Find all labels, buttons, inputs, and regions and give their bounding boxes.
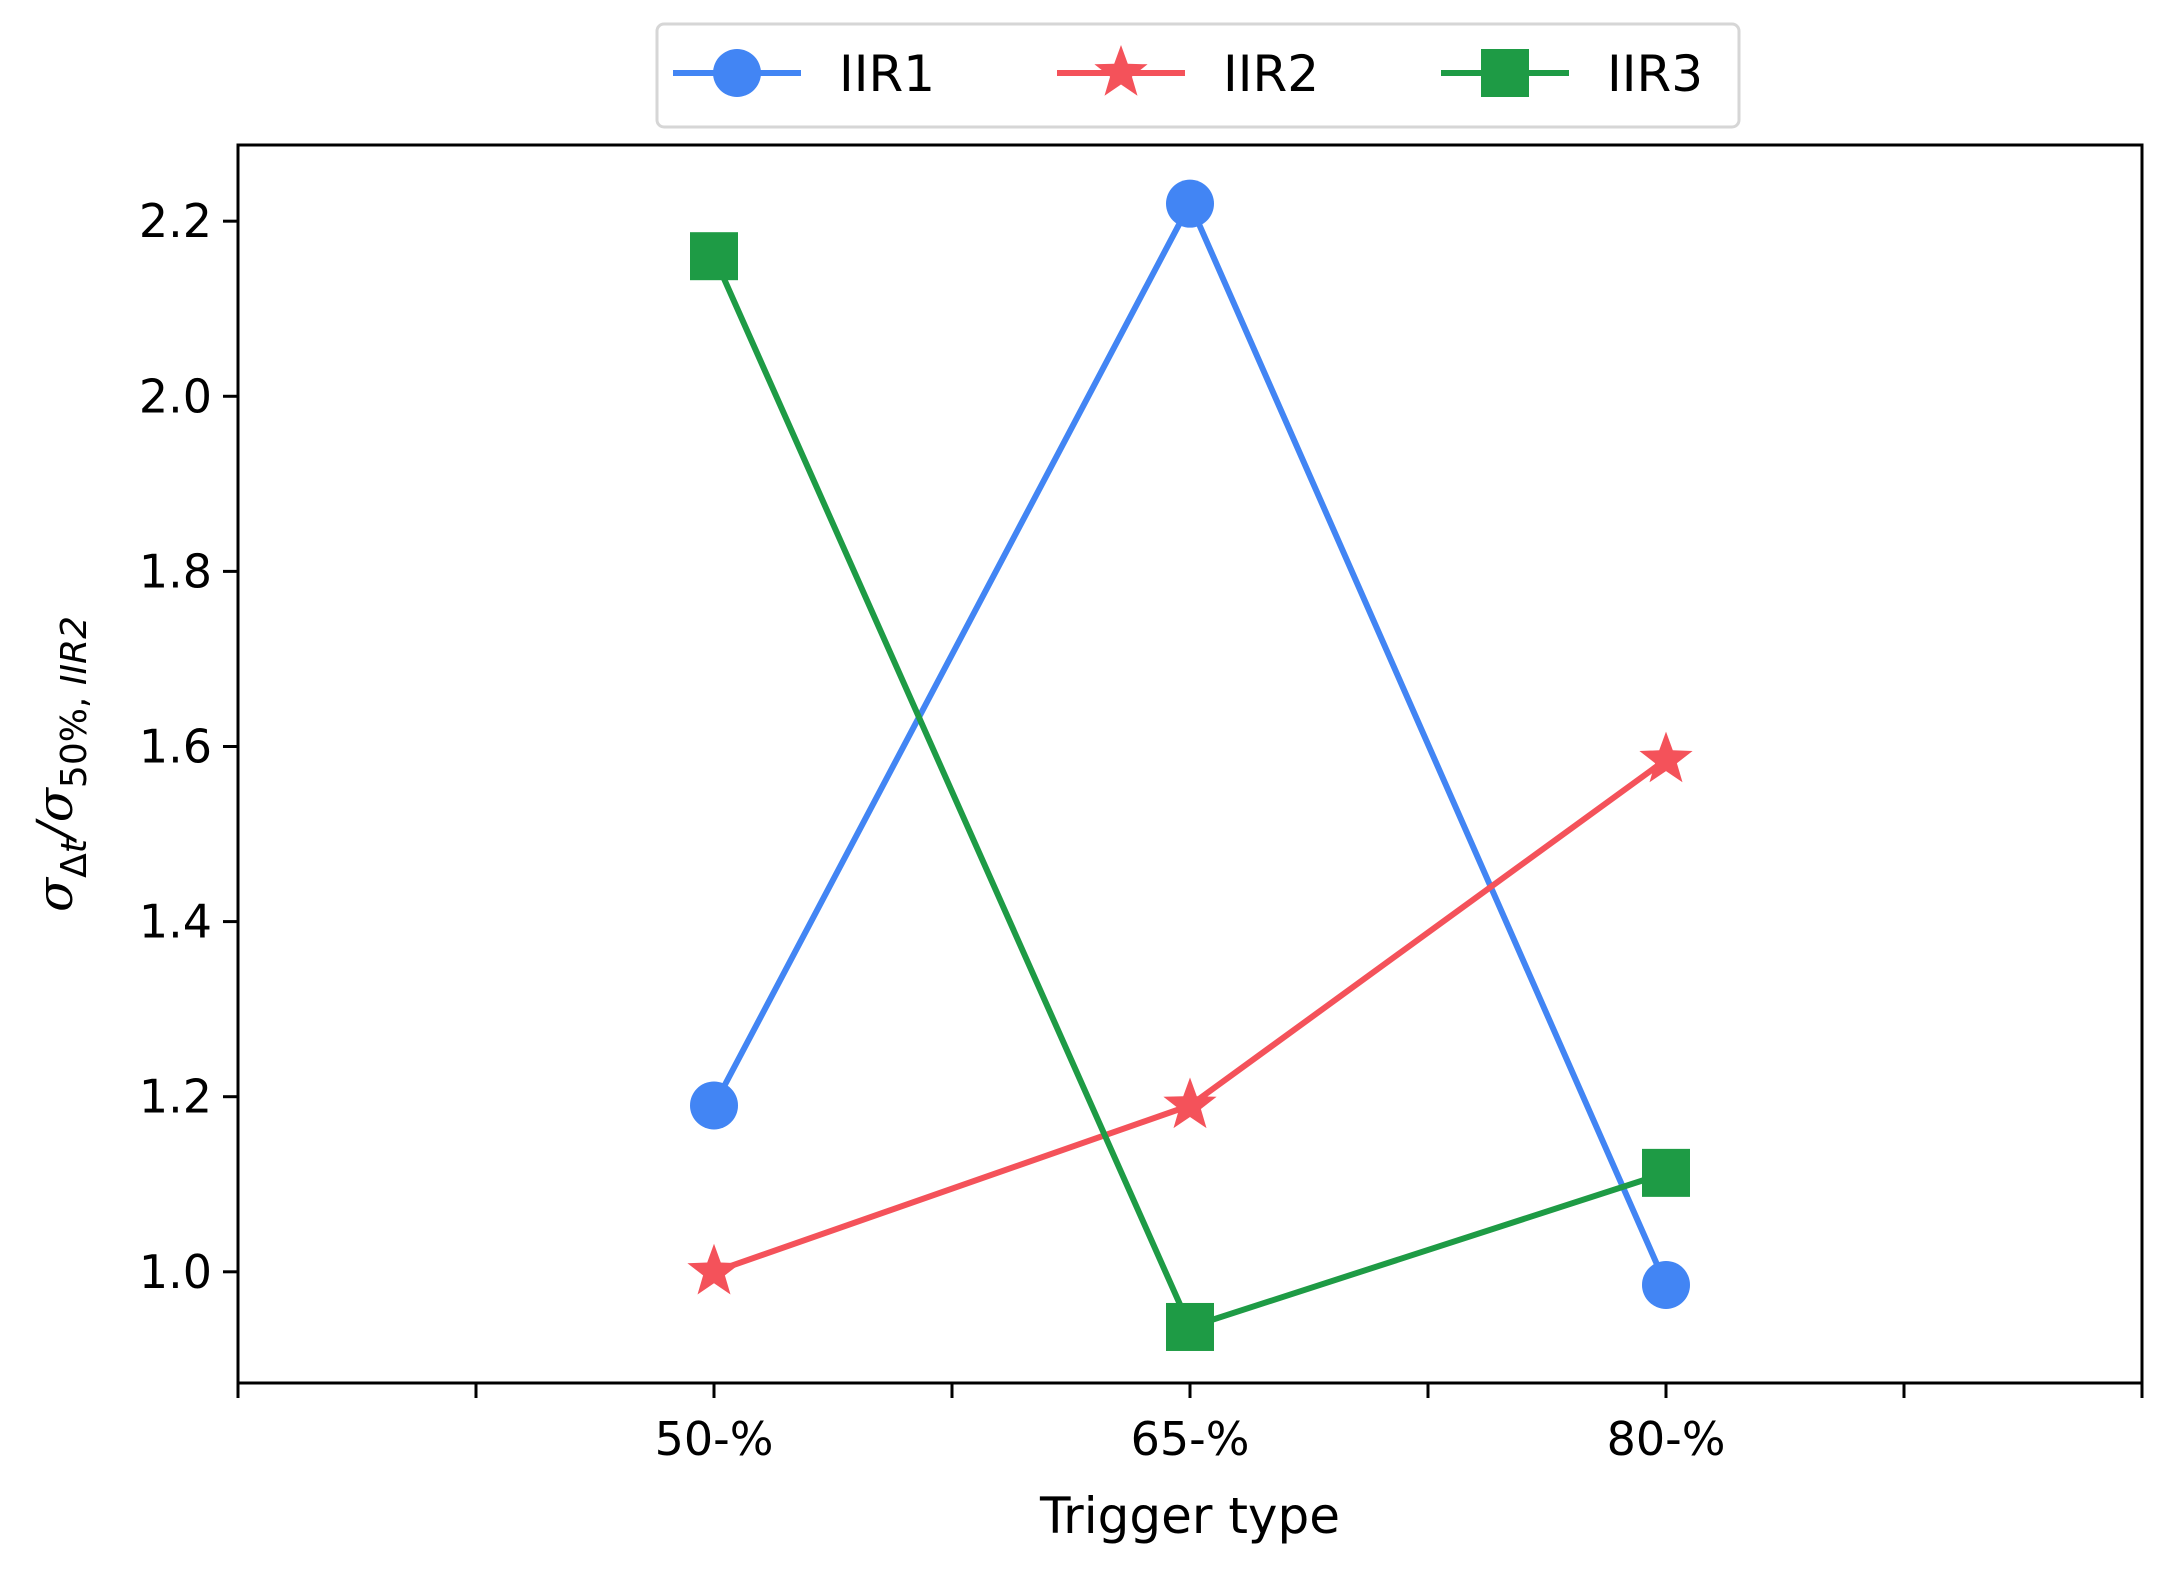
legend-marker [1094,45,1148,96]
series-3 [690,232,1690,1351]
legend-entry-1: IIR1 [673,45,935,103]
series-line [711,200,1669,1287]
y-title-sub-t: t [54,837,95,853]
legend: IIR1 IIR2 IIR3 [655,22,1741,129]
legend-label: IIR2 [1223,45,1319,103]
data-point [690,232,738,281]
plot-frame [236,143,2144,1385]
y-tick-label: 1.4 [139,895,212,949]
data-point [1163,1077,1217,1129]
x-axis-title: Trigger type [1039,1487,1340,1545]
y-title-sub-delta: Δ [54,853,95,878]
x-tick-label: 50-% [655,1412,774,1466]
y-tick-label: 2.0 [139,369,212,423]
x-axis: 50-% 65-% 80-% [236,1383,2144,1466]
y-tick-label: 1.2 [139,1070,212,1124]
data-point [1166,179,1214,228]
data-point [1642,1148,1690,1197]
y-tick-label: 2.2 [139,194,212,248]
y-tick-label: 1.8 [139,544,212,598]
y-axis: 1.0 1.2 1.4 1.6 1.8 2.0 2.2 [139,194,238,1299]
data-point [1166,1302,1214,1351]
series-1 [690,179,1690,1309]
data-point [687,1243,741,1295]
x-tick-label: 65-% [1131,1412,1250,1466]
data-point [1639,731,1693,783]
y-title-slash: / [26,818,84,843]
legend-marker [1481,49,1529,97]
series-layer [687,179,1693,1351]
legend-entry-3: IIR3 [1441,45,1703,103]
data-point [690,1081,738,1130]
y-tick-label: 1.0 [139,1245,212,1299]
y-title-sigma-1: σ [26,876,84,912]
data-point [1642,1260,1690,1309]
legend-label: IIR1 [839,45,935,103]
series-line [711,254,1667,1330]
x-tick-label: 80-% [1607,1412,1726,1466]
y-title-sub-iir2: IIR2 [54,616,95,685]
y-axis-title: σΔt/σ50%, IIR2 [26,616,95,912]
legend-label: IIR3 [1607,45,1703,103]
legend-box [655,22,1741,129]
y-title-sub-50: 50%, [54,685,95,788]
y-tick-label: 1.6 [139,719,212,773]
legend-marker [713,49,761,97]
series-2 [687,731,1693,1295]
y-title-sigma-2: σ [26,786,84,822]
legend-entry-2: IIR2 [1057,45,1319,103]
